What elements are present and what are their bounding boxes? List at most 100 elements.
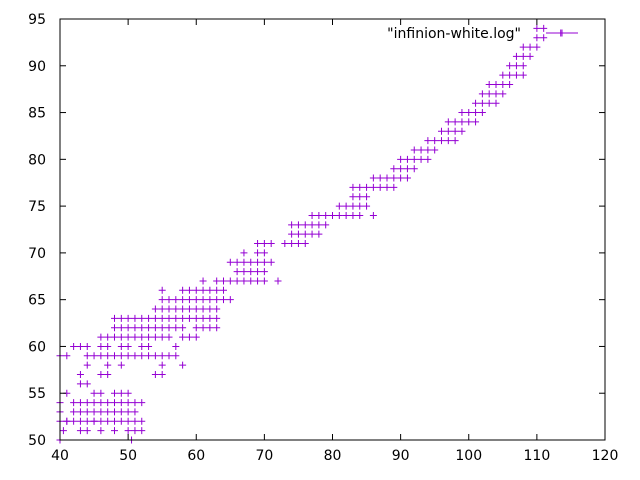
data-point xyxy=(165,352,173,360)
data-point xyxy=(117,417,125,425)
x-tick-label: 110 xyxy=(524,448,551,464)
data-point xyxy=(369,174,377,182)
data-point xyxy=(97,352,105,360)
data-point xyxy=(213,324,221,332)
data-point xyxy=(111,417,118,425)
data-point xyxy=(111,324,118,332)
data-point xyxy=(240,277,248,285)
data-point xyxy=(104,399,112,407)
data-point xyxy=(97,371,105,379)
data-point xyxy=(179,296,187,304)
data-point xyxy=(145,333,153,341)
data-point xyxy=(390,165,398,173)
data-point xyxy=(294,230,302,238)
data-point xyxy=(376,183,384,191)
data-point xyxy=(478,109,486,117)
data-point xyxy=(369,211,377,219)
y-tick-label: 85 xyxy=(28,106,46,122)
data-point xyxy=(458,109,466,117)
data-point xyxy=(240,268,248,276)
data-point xyxy=(335,211,343,219)
data-point xyxy=(519,71,527,79)
data-point xyxy=(254,258,262,266)
data-point xyxy=(499,80,507,88)
data-point xyxy=(390,174,398,182)
data-point xyxy=(349,211,357,219)
data-point xyxy=(356,193,364,201)
data-point xyxy=(90,408,98,416)
data-point xyxy=(233,277,241,285)
data-point xyxy=(90,352,98,360)
data-point xyxy=(356,202,364,210)
data-point xyxy=(199,286,207,294)
data-point xyxy=(485,80,493,88)
data-point xyxy=(97,389,105,397)
data-point xyxy=(294,221,302,229)
data-point xyxy=(206,305,214,313)
data-point xyxy=(254,240,262,248)
data-point xyxy=(226,296,234,304)
data-point xyxy=(97,399,105,407)
x-tick-label: 60 xyxy=(187,448,205,464)
data-point xyxy=(431,137,439,145)
data-point xyxy=(138,324,146,332)
legend-sample-point xyxy=(558,29,566,37)
data-point xyxy=(158,333,166,341)
data-point xyxy=(519,43,527,51)
data-point xyxy=(83,417,91,425)
data-point xyxy=(431,146,439,154)
data-point xyxy=(220,277,227,285)
data-point xyxy=(90,399,98,407)
data-point xyxy=(533,43,541,51)
data-point xyxy=(172,324,180,332)
y-tick-label: 75 xyxy=(28,199,46,215)
x-tick-label: 40 xyxy=(51,448,69,464)
data-point xyxy=(512,62,520,70)
data-point xyxy=(342,202,350,210)
data-point xyxy=(247,268,255,276)
data-point xyxy=(512,71,520,79)
data-point xyxy=(117,342,125,350)
data-point xyxy=(308,221,316,229)
data-point xyxy=(151,314,159,322)
data-point xyxy=(76,380,84,388)
data-point xyxy=(260,249,268,257)
data-point xyxy=(533,34,541,42)
data-point xyxy=(267,240,275,248)
data-point xyxy=(356,183,364,191)
data-point xyxy=(499,90,507,98)
data-point xyxy=(199,305,207,313)
data-point xyxy=(151,352,159,360)
data-point xyxy=(138,314,146,322)
data-point xyxy=(165,324,173,332)
data-point xyxy=(349,202,357,210)
data-point xyxy=(213,314,221,322)
data-point xyxy=(349,183,357,191)
data-point xyxy=(124,333,132,341)
data-point xyxy=(492,90,500,98)
data-point xyxy=(97,417,105,425)
data-point xyxy=(322,221,330,229)
data-point xyxy=(124,389,132,397)
data-point xyxy=(117,333,125,341)
legend-label: "infinion-white.log" xyxy=(387,26,521,42)
data-point xyxy=(131,352,139,360)
data-point xyxy=(117,352,125,360)
data-point xyxy=(485,99,493,107)
data-point xyxy=(506,62,514,70)
data-point xyxy=(158,296,166,304)
data-point xyxy=(226,258,234,266)
data-point xyxy=(526,43,534,51)
data-points xyxy=(56,24,565,444)
data-point xyxy=(485,90,493,98)
data-point xyxy=(424,146,432,154)
data-point xyxy=(274,277,282,285)
data-point xyxy=(185,296,193,304)
data-point xyxy=(410,146,418,154)
data-point xyxy=(540,34,548,42)
data-point xyxy=(451,137,459,145)
data-point xyxy=(492,80,500,88)
data-point xyxy=(83,361,91,369)
